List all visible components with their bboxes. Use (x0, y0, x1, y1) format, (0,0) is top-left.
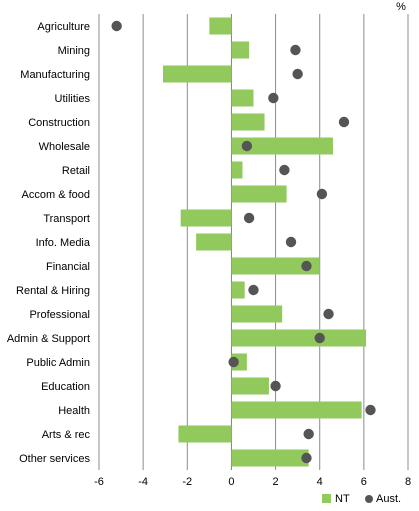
category-label: Public Admin (26, 357, 90, 369)
nt-bar (231, 42, 249, 59)
category-label: Health (58, 405, 90, 417)
nt-bar (209, 18, 231, 35)
aust-dot (317, 189, 327, 199)
x-tick-label: -4 (138, 476, 148, 488)
nt-bar (231, 282, 244, 299)
nt-bars (163, 18, 366, 467)
aust-dot (242, 141, 252, 151)
legend: NT Aust. (322, 493, 401, 505)
category-label: Manufacturing (20, 69, 90, 81)
category-label: Education (41, 381, 90, 393)
category-label: Retail (62, 165, 90, 177)
category-label: Financial (46, 261, 90, 273)
x-tick-labels: -6 -4 -2 0 2 4 6 8 (94, 476, 411, 488)
nt-bar (231, 114, 264, 131)
nt-bar (163, 66, 231, 83)
x-tick-label: 2 (273, 476, 279, 488)
category-label: Transport (43, 213, 90, 225)
aust-dot (323, 309, 333, 319)
legend-nt-swatch (322, 494, 331, 503)
nt-bar (231, 306, 282, 323)
category-label: Professional (29, 309, 90, 321)
aust-dot (268, 93, 278, 103)
legend-aust-swatch (365, 495, 373, 503)
nt-bar (231, 450, 308, 467)
aust-dot (286, 237, 296, 247)
aust-dot (303, 429, 313, 439)
category-label: Other services (19, 453, 90, 465)
aust-dot (228, 357, 238, 367)
aust-dot (270, 381, 280, 391)
aust-dot (301, 453, 311, 463)
nt-bar (231, 186, 286, 203)
category-label: Rental & Hiring (16, 285, 90, 297)
unit-label: % (396, 1, 406, 13)
aust-dot (339, 117, 349, 127)
category-label: Arts & rec (42, 429, 91, 441)
x-tick-label: 8 (405, 476, 411, 488)
x-tick-label: 0 (228, 476, 234, 488)
aust-dot (244, 213, 254, 223)
x-tick-label: -6 (94, 476, 104, 488)
category-label: Mining (58, 45, 90, 57)
x-tick-label: 6 (361, 476, 367, 488)
nt-bar (231, 90, 253, 107)
aust-dot (301, 261, 311, 271)
nt-bar (231, 330, 366, 347)
category-label: Utilities (55, 93, 91, 105)
nt-bar (181, 210, 232, 227)
aust-dot (292, 69, 302, 79)
category-label: Info. Media (36, 237, 91, 249)
nt-bar (178, 426, 231, 443)
aust-dot (365, 405, 375, 415)
nt-bar (231, 402, 361, 419)
category-label: Agriculture (37, 21, 90, 33)
category-label: Wholesale (39, 141, 90, 153)
nt-bar (231, 162, 242, 179)
nt-bar (231, 378, 269, 395)
x-tick-label: 4 (317, 476, 323, 488)
aust-dot (315, 333, 325, 343)
nt-bar (196, 234, 231, 251)
legend-nt-label: NT (335, 493, 350, 505)
category-label: Accom & food (22, 189, 90, 201)
legend-aust-label: Aust. (376, 493, 401, 505)
x-tick-label: -2 (182, 476, 192, 488)
aust-dots (111, 21, 375, 463)
category-label: Construction (28, 117, 90, 129)
aust-dot (111, 21, 121, 31)
category-label: Admin & Support (7, 333, 90, 345)
aust-dot (290, 45, 300, 55)
category-labels: Agriculture Mining Manufacturing Utilities C… (7, 21, 91, 465)
aust-dot (279, 165, 289, 175)
aust-dot (248, 285, 258, 295)
